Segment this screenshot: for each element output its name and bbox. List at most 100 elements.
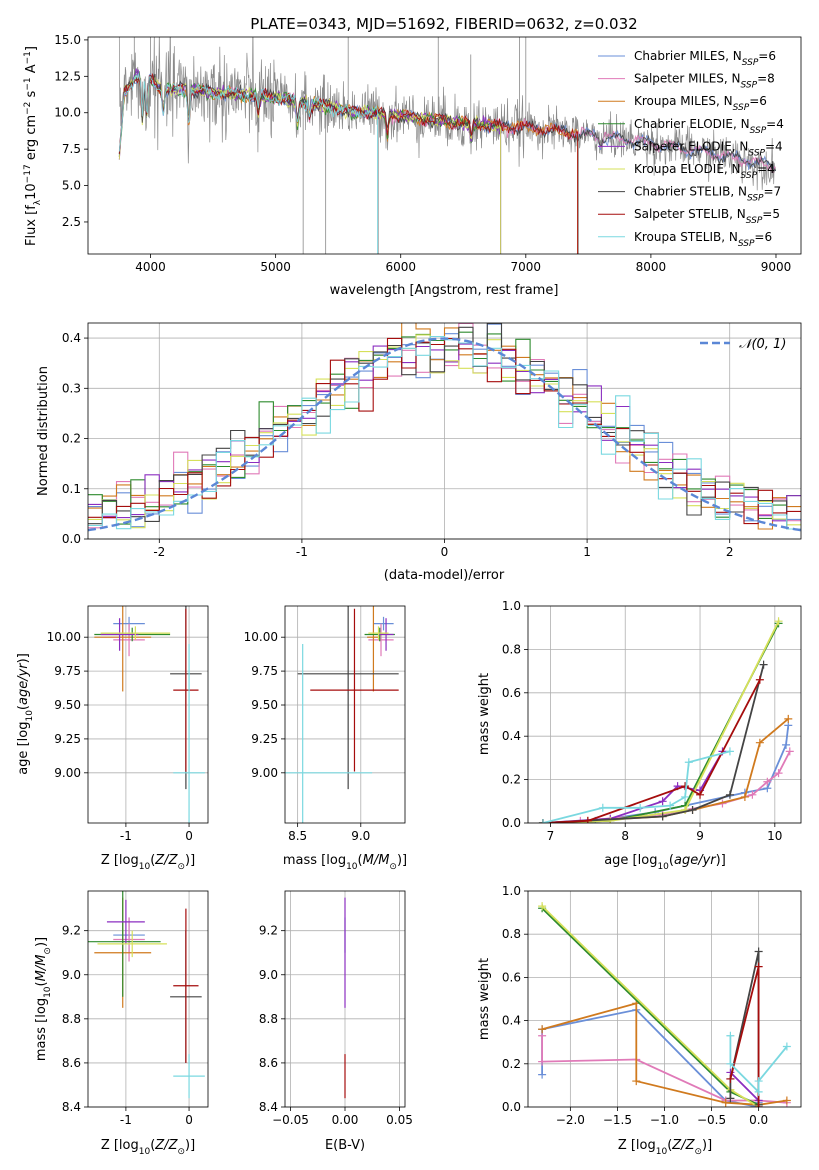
- y-tick-label: 8.8: [259, 1012, 278, 1026]
- legend-label: 𝒩(0, 1): [739, 337, 786, 352]
- age-vs-mass-panel: 8.5 9.0 9.00 9.25 9.50 9.75 10.00 mass [log10(M…: [244, 605, 407, 872]
- y-axis-label: mass [log10(M/M⊙)]: [34, 937, 53, 1061]
- point-marker: [748, 790, 757, 799]
- point-marker: [538, 819, 547, 823]
- legend-label: Kroupa ELODIE, NSSP=4: [634, 162, 775, 181]
- axes-frame: [87, 890, 209, 1108]
- label-part: (: [34, 981, 49, 986]
- label-part: mass [log: [283, 853, 346, 868]
- point-marker: [538, 1057, 547, 1066]
- label-part: (: [669, 853, 674, 868]
- legend-label: Chabrier ELODIE, NSSP=4: [634, 117, 784, 136]
- label-part: M/M: [363, 853, 390, 868]
- label-part: =4: [765, 139, 783, 153]
- point-marker: [754, 947, 763, 956]
- x-tick-label: 7000: [511, 260, 542, 274]
- legend-label: Kroupa MILES, NSSP=6: [634, 94, 767, 113]
- label-part: E(B-V): [325, 1138, 365, 1153]
- y-axis-label: Normed distribution: [36, 366, 51, 496]
- point-marker: [725, 790, 734, 799]
- label-part: =4: [757, 162, 775, 176]
- axes-frame: [87, 36, 802, 255]
- label-part: Z [log: [101, 1138, 139, 1153]
- axes-frame: [87, 605, 209, 824]
- point-marker: [658, 812, 667, 821]
- point-marker: [726, 1059, 735, 1068]
- plot-area: [118, 37, 777, 254]
- point-marker: [725, 747, 734, 756]
- y-tick-label: 0.6: [502, 970, 521, 984]
- grid: [88, 606, 208, 823]
- point-marker: [684, 758, 693, 767]
- label-part: =6: [749, 94, 767, 108]
- y-tick-label: 9.2: [259, 924, 278, 938]
- point-marker: [726, 1031, 735, 1040]
- x-tick-label: 2: [726, 545, 734, 559]
- x-axis-label: E(B-V): [325, 1138, 365, 1153]
- point-marker: [681, 805, 690, 814]
- point-marker: [658, 797, 667, 806]
- point-marker: [763, 777, 772, 786]
- label-part: 10: [139, 1147, 151, 1157]
- y-tick-label: 1.0: [502, 884, 521, 898]
- y-tick-label: 8.8: [62, 1012, 81, 1026]
- label-part: ⊙: [177, 1147, 185, 1157]
- y-tick-label: 7.5: [62, 142, 81, 156]
- grid: [88, 891, 208, 1108]
- x-axis-label: Z [log10(Z/Z⊙)]: [101, 853, 195, 872]
- label-part: 10: [346, 862, 358, 872]
- x-axis-label: mass [log10(M/M⊙)]: [283, 853, 407, 872]
- label-part: Chabrier ELODIE, N: [634, 117, 750, 131]
- axes-frame: [527, 605, 802, 824]
- mass-weight-vs-metallicity-panel: −2.0 −1.5 −1.0 −0.5 0.0 0.0 0.2 0.4 0.6 0.8 1.0 Z […: [477, 884, 802, 1157]
- point-marker: [740, 792, 749, 801]
- x-tick-label: 0: [185, 1113, 193, 1127]
- grid: [528, 890, 801, 1108]
- label-part: Kroupa MILES, N: [634, 94, 733, 108]
- label-part: M/M: [34, 955, 49, 982]
- x-tick-label: 9.0: [351, 829, 370, 843]
- x-tick-label: 8: [621, 829, 629, 843]
- x-tick-label: −0.5: [697, 1113, 726, 1127]
- label-part: Kroupa ELODIE, N: [634, 162, 741, 176]
- mass-vs-metallicity-panel: -1 08.48.68.89.09.2Z [log10(Z/Z⊙)]mass [l…: [34, 890, 209, 1157]
- x-tick-label: 9000: [761, 260, 792, 274]
- label-part: 10: [25, 710, 35, 722]
- x-tick-label: -1: [120, 829, 132, 843]
- point-marker: [774, 617, 783, 626]
- y-tick-label: 9.75: [54, 664, 81, 678]
- label-part: age [log: [16, 722, 31, 775]
- label-part: SSP: [748, 148, 765, 158]
- x-tick-label: 10: [767, 829, 782, 843]
- y-axis-label: mass weight: [477, 673, 492, 755]
- label-part: SSP: [741, 171, 758, 181]
- x-tick-label: 7: [547, 829, 555, 843]
- label-part: SSP: [742, 58, 759, 68]
- y-tick-label: 0.4: [62, 331, 81, 345]
- label-part: age/yr: [674, 853, 717, 868]
- label-part: Chabrier STELIB, N: [634, 185, 747, 199]
- point-marker: [606, 816, 615, 823]
- grid: [285, 606, 405, 823]
- x-tick-label: 1: [583, 545, 591, 559]
- point-marker: [785, 747, 794, 756]
- mass-weight-series-7: [542, 664, 765, 823]
- legend-label: Salpeter STELIB, NSSP=5: [634, 207, 780, 226]
- label-part: SSP: [747, 194, 764, 204]
- label-part: 10: [24, 183, 39, 200]
- label-part: λ: [33, 199, 43, 205]
- label-part: )]: [185, 853, 195, 868]
- point-marker: [754, 1077, 763, 1086]
- x-tick-label: -1: [120, 1113, 132, 1127]
- y-tick-label: 9.00: [251, 766, 278, 780]
- label-part: (: [358, 853, 363, 868]
- label-part: Salpeter MILES, N: [634, 72, 741, 86]
- mass-vs-extinction-panel: −0.05 0.00 0.05 8.4 8.6 8.8 9.0 9.2 E(B-V): [259, 890, 413, 1153]
- point-marker: [726, 1094, 735, 1103]
- residual-panel: -2 -1 0 1 2 0.0 0.1 0.2 0.3 0.4 𝒩(0, 1) (data-model…: [36, 322, 802, 583]
- y-tick-label: 1.0: [502, 599, 521, 613]
- label-part: −2: [23, 102, 33, 115]
- label-part: Z/Z: [154, 1138, 178, 1153]
